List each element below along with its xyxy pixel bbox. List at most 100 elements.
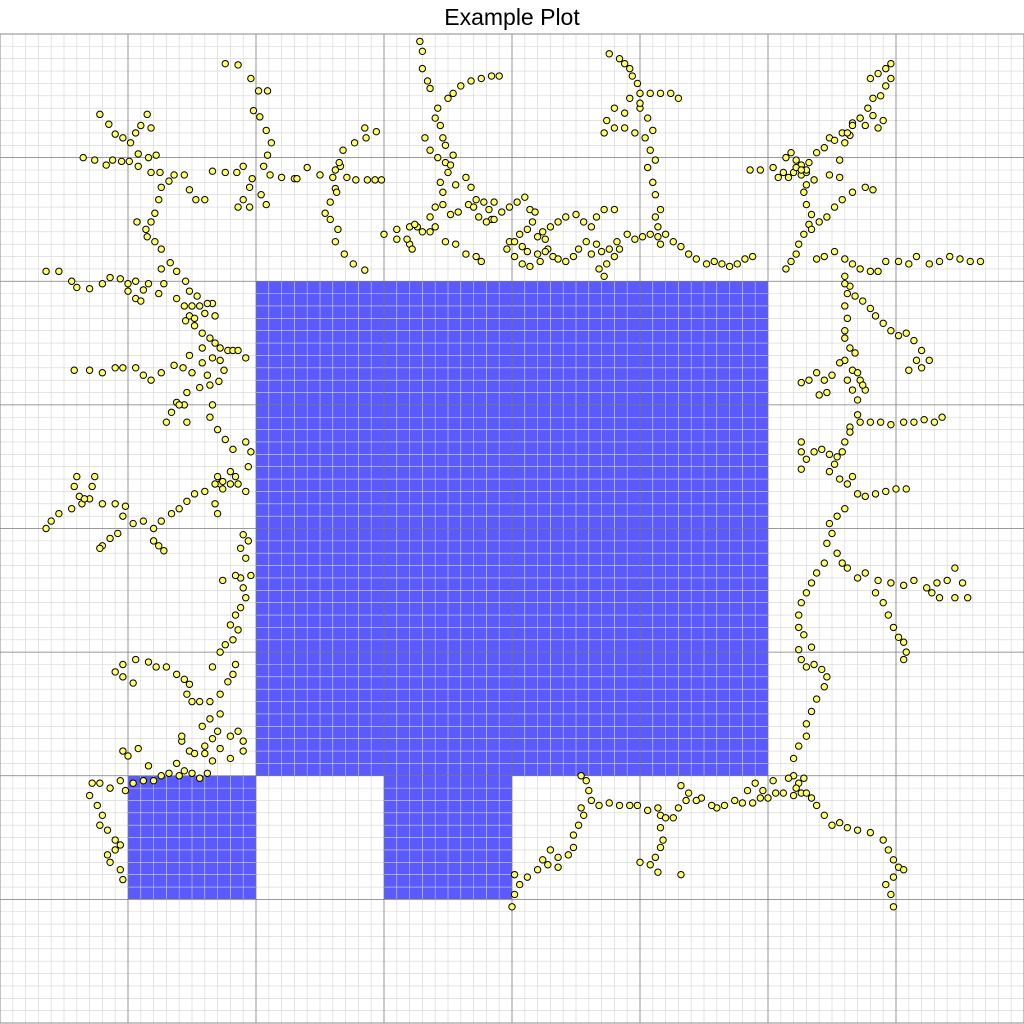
data-point	[623, 230, 631, 238]
data-point	[889, 856, 898, 864]
data-point	[157, 772, 165, 780]
data-point	[42, 267, 50, 276]
data-point	[111, 846, 119, 854]
data-point	[480, 198, 488, 206]
data-point	[654, 804, 662, 812]
data-point	[569, 252, 578, 261]
data-point	[201, 309, 209, 318]
data-point	[472, 252, 480, 261]
data-point	[879, 319, 887, 327]
data-point	[180, 171, 189, 179]
data-point	[96, 821, 104, 829]
data-point	[129, 679, 137, 687]
data-point	[682, 796, 690, 805]
data-point	[195, 774, 204, 782]
data-point	[600, 129, 608, 137]
data-point	[216, 356, 224, 365]
data-point	[812, 255, 821, 263]
data-point	[213, 425, 222, 434]
data-point	[98, 369, 107, 377]
data-point	[221, 59, 229, 68]
data-point	[155, 542, 163, 550]
data-point	[579, 218, 588, 226]
data-point	[303, 163, 311, 172]
data-point	[674, 804, 683, 812]
data-point	[582, 237, 590, 246]
data-point	[165, 769, 173, 777]
data-point	[226, 480, 235, 488]
data-point	[784, 173, 793, 182]
data-point	[626, 801, 634, 810]
data-point	[195, 383, 204, 392]
data-point	[180, 302, 189, 310]
data-point	[792, 250, 800, 258]
data-point	[894, 633, 903, 641]
data-point	[825, 171, 834, 179]
data-point	[201, 742, 209, 750]
data-point	[533, 233, 542, 241]
data-point	[239, 737, 247, 745]
data-point	[156, 168, 164, 177]
data-point	[526, 262, 534, 271]
data-point	[889, 623, 898, 632]
data-point	[654, 223, 662, 231]
data-point	[807, 579, 816, 587]
data-point	[326, 215, 334, 224]
data-point	[835, 156, 844, 164]
data-point	[477, 257, 485, 266]
data-point	[55, 509, 63, 518]
data-point	[183, 690, 191, 698]
data-point	[134, 744, 142, 753]
data-point	[134, 162, 142, 170]
data-point	[216, 344, 224, 352]
data-point	[220, 366, 228, 374]
data-point	[125, 157, 133, 166]
data-point	[166, 259, 174, 267]
data-point	[185, 287, 194, 295]
data-point	[462, 173, 470, 182]
data-point	[152, 663, 160, 671]
data-point	[631, 235, 639, 243]
data-point	[871, 490, 880, 498]
data-point	[541, 247, 549, 256]
data-point	[810, 448, 818, 456]
data-point	[684, 250, 693, 258]
data-point	[393, 235, 401, 243]
data-point	[211, 312, 219, 320]
data-point	[628, 72, 637, 80]
data-point	[835, 173, 844, 182]
data-point	[198, 722, 206, 730]
data-point	[851, 292, 859, 300]
data-point	[119, 364, 127, 372]
data-point	[518, 260, 526, 268]
data-point	[651, 853, 660, 862]
data-point	[231, 660, 240, 669]
data-point	[531, 208, 539, 216]
data-point	[572, 210, 580, 219]
data-point	[266, 171, 274, 179]
data-point	[554, 863, 562, 871]
data-point	[119, 673, 127, 681]
data-point	[861, 121, 869, 130]
data-point	[946, 252, 954, 261]
data-point	[106, 273, 114, 282]
data-point	[147, 376, 155, 384]
data-point	[188, 302, 196, 310]
data-point	[615, 245, 624, 253]
data-point	[451, 240, 460, 248]
data-point	[797, 378, 805, 387]
data-point	[843, 314, 852, 323]
data-point	[554, 218, 562, 226]
data-point	[93, 801, 101, 810]
data-point	[853, 369, 862, 377]
data-point	[139, 371, 148, 379]
data-point	[147, 168, 155, 177]
data-point	[116, 841, 125, 849]
data-point	[206, 334, 214, 342]
data-point	[467, 183, 475, 191]
data-point	[935, 594, 944, 602]
data-point	[759, 786, 767, 795]
data-point	[876, 418, 885, 426]
data-point	[587, 250, 596, 258]
data-point	[188, 769, 196, 777]
